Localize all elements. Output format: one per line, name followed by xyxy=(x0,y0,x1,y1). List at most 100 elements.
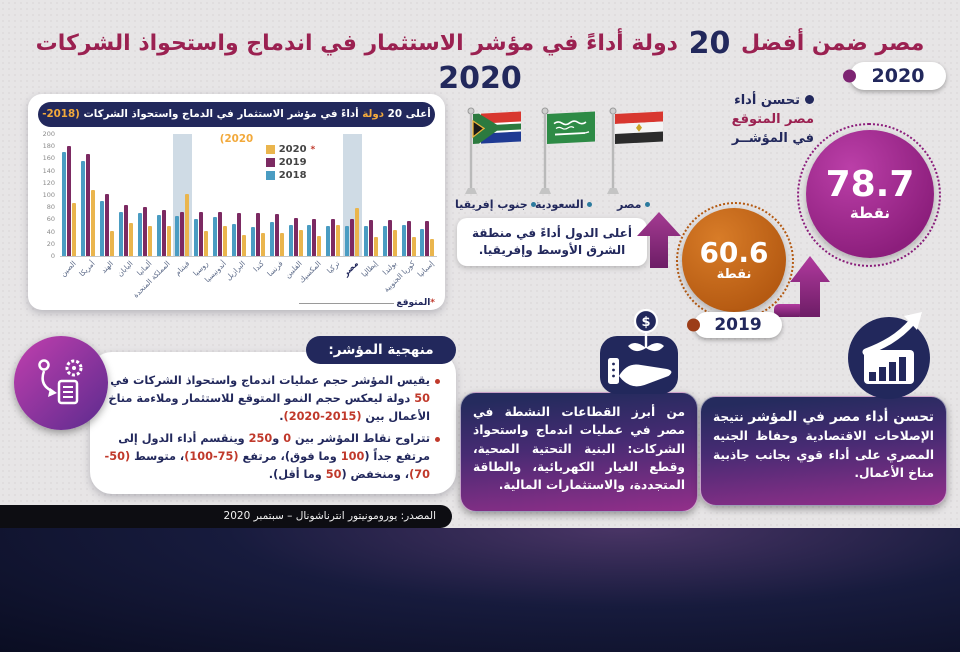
legend-label: 2018 xyxy=(278,170,307,181)
bar-2020 xyxy=(411,237,416,256)
year-badge-2019: 2019 xyxy=(687,312,782,338)
bar-2020 xyxy=(242,234,247,256)
page-title: مصر ضمن أفضل 20 دولة أداءً في مؤشر الاست… xyxy=(35,26,925,96)
bar-2020 xyxy=(166,225,171,256)
bar-2018 xyxy=(81,160,86,256)
bar-2018 xyxy=(118,211,123,256)
bullet-dot xyxy=(805,95,814,104)
bar-2019 xyxy=(67,146,72,256)
x-label-6: فيتنام xyxy=(172,259,191,278)
improvement-body: نتيجة الإصلاحات الاقتصادية وحفاظ الجنيه … xyxy=(713,410,934,480)
performance-improvement-card: تحسن أداء مصر في المؤشر نتيجة الإصلاحات … xyxy=(700,396,947,506)
bar-2019 xyxy=(406,220,411,256)
up-arrow-icon xyxy=(637,212,681,268)
x-label-16: إيطاليا xyxy=(359,259,380,279)
bar-group-2 xyxy=(98,134,117,256)
methodology-bullet: تتراوح نقاط المؤشر بين 0 و250 وينقسم أدا… xyxy=(104,430,440,484)
bar-2018 xyxy=(194,218,199,256)
south-africa-flag-icon xyxy=(465,107,521,194)
footnote-text: المتوقع xyxy=(396,298,431,308)
bar-2018 xyxy=(269,221,274,256)
bar-2018 xyxy=(62,152,67,256)
dotted-ring-2020 xyxy=(797,123,941,267)
y-tick-label: 60 xyxy=(46,215,55,224)
bar-2020 xyxy=(204,231,209,256)
forecast-asterisk: * xyxy=(310,144,316,155)
legend-item-2020: 2020 * xyxy=(265,144,316,155)
bar-2019 xyxy=(425,221,430,256)
bar-2020 xyxy=(223,225,228,256)
methodology-bullet: يقيس المؤشر حجم عمليات اندماج واستحواذ ا… xyxy=(104,372,440,426)
bar-2018 xyxy=(288,224,293,256)
score-circle-2020: 78.7 نقطة xyxy=(806,130,934,258)
bar-group-9 xyxy=(230,134,249,256)
performance-improvement-text: تحسن أداء مصر في المؤشر نتيجة الإصلاحات … xyxy=(701,397,946,492)
bar-2018 xyxy=(307,224,312,256)
bar-2020 xyxy=(185,193,190,256)
score-unit-2020: نقطة xyxy=(849,203,891,222)
y-tick-label: 200 xyxy=(42,130,55,138)
bar-2020 xyxy=(430,238,435,256)
bar-2019 xyxy=(350,219,355,256)
x-label-8: أندونيسيا xyxy=(203,259,229,285)
y-tick-label: 120 xyxy=(42,178,55,187)
bar-2019 xyxy=(105,194,110,256)
bar-2019 xyxy=(142,207,147,256)
egypt-flag-icon xyxy=(607,107,663,194)
flag-label-egypt: مصر xyxy=(617,198,650,211)
bar-2018 xyxy=(250,226,255,256)
x-label-19: إسبانيا xyxy=(415,259,436,279)
bar-2018 xyxy=(175,216,180,256)
y-tick-label: 20 xyxy=(46,239,55,248)
bar-2019 xyxy=(293,218,298,256)
bar-2019 xyxy=(312,218,317,256)
bar-2019 xyxy=(123,204,128,256)
bar-2020 xyxy=(91,190,96,256)
flag-label-saudi: السعودية xyxy=(535,198,592,211)
y-tick-label: 180 xyxy=(42,142,55,151)
bar-2020 xyxy=(317,235,322,256)
bar-2019 xyxy=(255,213,260,256)
bar-2019 xyxy=(387,220,392,256)
x-label-14: تركيا xyxy=(325,259,342,276)
active-sectors-card: من أبرز القطاعات النشطة في مصر في عمليات… xyxy=(460,392,698,512)
y-axis: 0 20 40 60 80 100 120 140 160 180 200 xyxy=(36,130,58,260)
y-tick-label: 140 xyxy=(42,166,55,175)
legend-item-2019: 2019 xyxy=(265,157,316,168)
bar-2020 xyxy=(373,237,378,256)
bar-group-7 xyxy=(192,134,211,256)
score-note-line: تحسن أداء xyxy=(688,92,814,111)
active-sectors-text: من أبرز القطاعات النشطة في مصر في عمليات… xyxy=(473,405,685,493)
source-bar: المصدر: يورومونيتور انترناشونال – سبتمبر… xyxy=(0,505,452,528)
legend-swatch xyxy=(265,171,275,180)
bar-2020 xyxy=(279,232,284,256)
bar-2018 xyxy=(137,212,142,256)
bar-2020 xyxy=(392,229,397,256)
bar-group-13 xyxy=(305,134,324,256)
connector-dot-orange xyxy=(687,318,700,332)
score-comparison: 2020 تحسن أداء مصر المتوقع في المؤشــر 78.… xyxy=(676,58,958,338)
legend-label: 2020 xyxy=(278,144,307,155)
methodology-box: يقيس المؤشر حجم عمليات اندماج واستحواذ ا… xyxy=(90,352,456,494)
flag-label-south-africa: جنوب إفريقيا xyxy=(455,198,536,211)
y-tick-label: 80 xyxy=(46,203,55,212)
bar-2020 xyxy=(147,225,152,256)
connector-dot-purple xyxy=(843,69,856,83)
bar-2019 xyxy=(237,212,242,256)
footnote-rule xyxy=(299,302,395,304)
bar-2020 xyxy=(110,231,115,256)
legend-item-2018: 2018 xyxy=(265,170,316,181)
bar-group-19 xyxy=(418,134,437,256)
methodology-header: منهجية المؤشر: xyxy=(306,336,456,364)
chart-footnote: * المتوقع xyxy=(299,298,435,308)
score-note-line: مصر المتوقع xyxy=(731,111,814,127)
hand-money-icon: $ xyxy=(600,308,678,394)
bar-group-0 xyxy=(60,134,79,256)
bar-group-1 xyxy=(79,134,98,256)
legend-label: 2019 xyxy=(278,157,307,168)
x-label-11: فرنسا xyxy=(265,259,285,279)
bar-2020 xyxy=(355,208,360,256)
x-label-10: كندا xyxy=(251,259,267,274)
x-axis-labels: الصين أمريكا الهند اليابان ألمانيا المملكة ال… xyxy=(58,256,437,304)
methodology-bullets: يقيس المؤشر حجم عمليات اندماج واستحواذ ا… xyxy=(104,372,440,488)
